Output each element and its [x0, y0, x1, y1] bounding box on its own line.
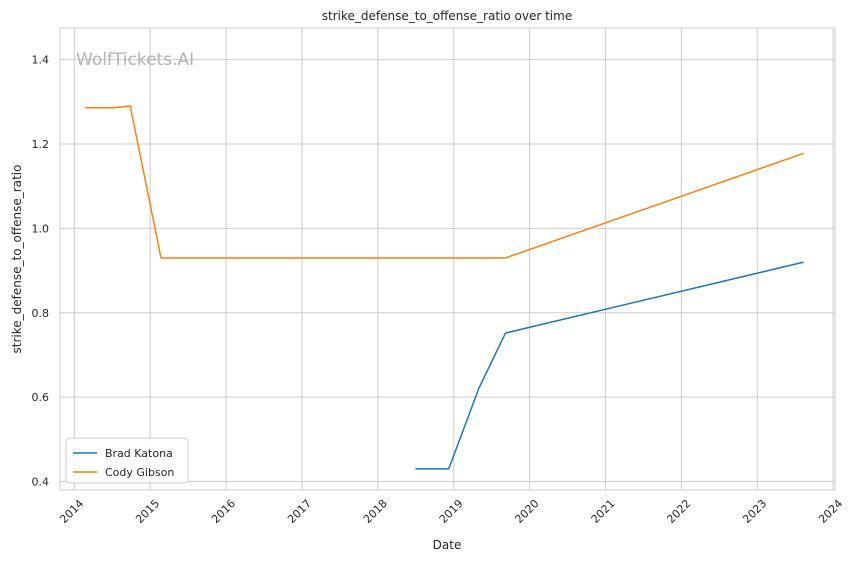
x-tick-label: 2024 — [816, 497, 845, 526]
legend-label-cody-gibson: Cody Gibson — [105, 466, 174, 479]
y-tick-label: 0.8 — [32, 307, 50, 320]
series-line-cody-gibson — [85, 105, 804, 259]
y-axis-label: strike_defense_to_offense_ratio — [10, 165, 24, 354]
x-tick-label: 2016 — [209, 497, 238, 526]
x-tick-label: 2022 — [664, 497, 693, 526]
legend: Brad Katona Cody Gibson — [65, 437, 189, 484]
x-tick-label: 2019 — [437, 497, 466, 526]
x-tick-label: 2023 — [740, 497, 769, 526]
x-tick-label: 2017 — [285, 497, 314, 526]
plot-frame — [59, 27, 836, 491]
x-tick-label: 2014 — [57, 497, 86, 526]
chart-title: strike_defense_to_offense_ratio over tim… — [322, 9, 572, 23]
y-tick-label: 1.4 — [32, 54, 50, 67]
y-axis-ticks: 0.4 0.6 0.8 1.0 1.2 1.4 — [32, 54, 50, 489]
x-tick-label: 2021 — [589, 497, 618, 526]
x-axis-label: Date — [433, 538, 462, 552]
grid — [60, 28, 835, 490]
plot-background — [60, 28, 835, 490]
series-lines — [85, 105, 804, 470]
x-tick-label: 2018 — [361, 497, 390, 526]
y-tick-label: 1.2 — [32, 138, 50, 151]
y-tick-label: 0.6 — [32, 391, 50, 404]
x-axis-ticks: 2014 2015 2016 2017 2018 2019 2020 2021 2022 2023… — [57, 497, 845, 526]
x-tick-label: 2015 — [133, 497, 162, 526]
y-tick-label: 1.0 — [32, 222, 50, 235]
x-tick-label: 2020 — [513, 497, 542, 526]
watermark-text: WolfTickets.AI — [76, 50, 194, 70]
series-line-brad-katona — [415, 261, 804, 470]
y-tick-label: 0.4 — [32, 476, 50, 489]
legend-label-brad-katona: Brad Katona — [105, 447, 173, 460]
